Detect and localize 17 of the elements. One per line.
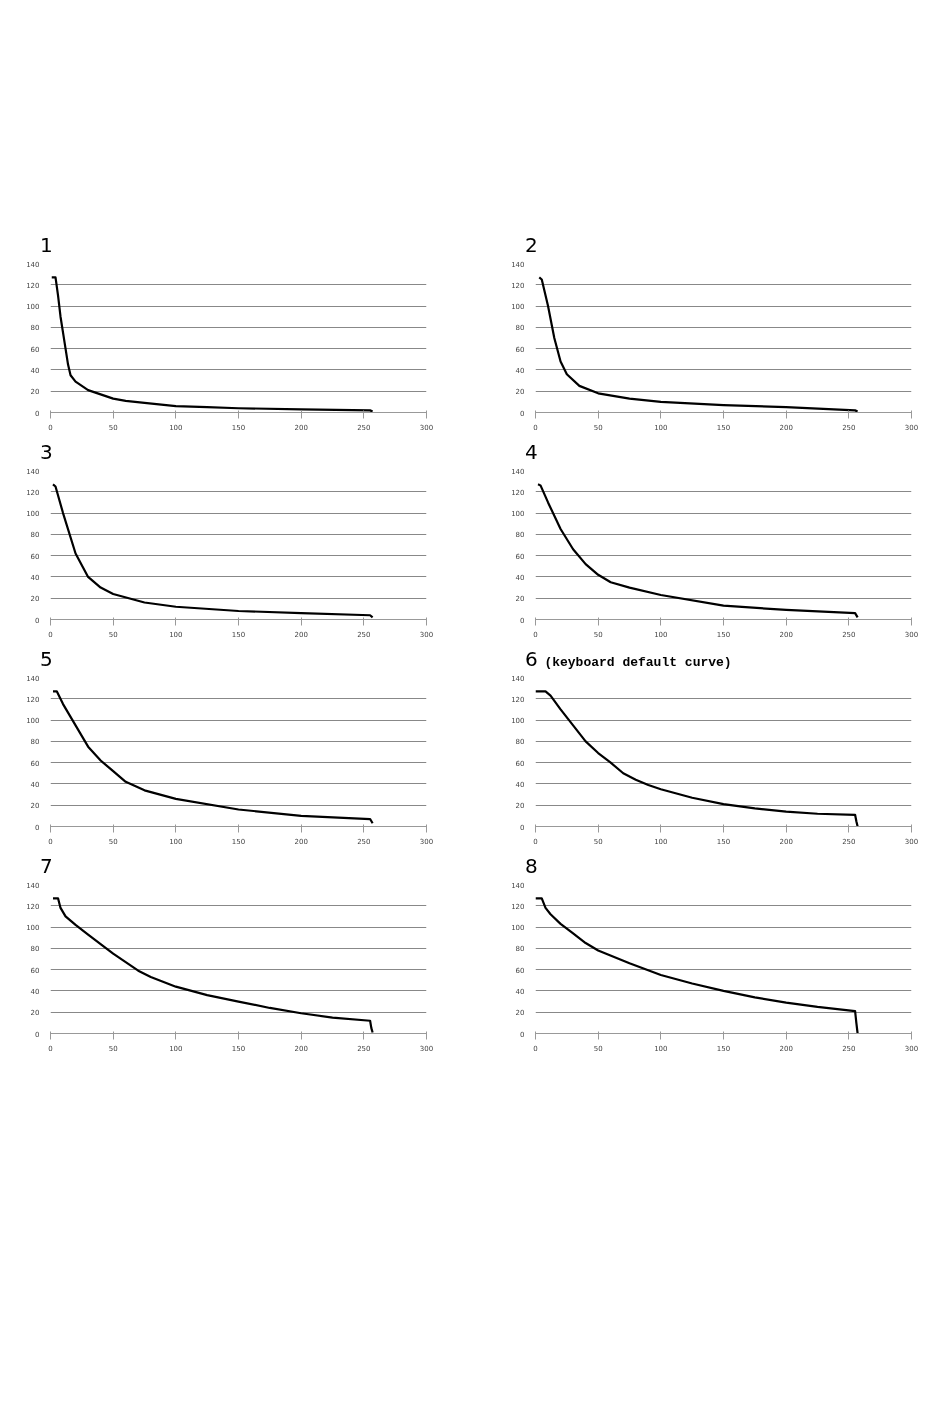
line-series bbox=[51, 897, 374, 1034]
line-series bbox=[51, 483, 374, 619]
chart-subtitle: (keyboard default curve) bbox=[544, 655, 732, 670]
line-series bbox=[536, 483, 859, 619]
line-series bbox=[51, 690, 374, 825]
chart-title: 7 bbox=[40, 854, 53, 878]
chart-title: 2 bbox=[525, 233, 538, 257]
chart-title: 1 bbox=[40, 233, 53, 257]
chart-title: 3 bbox=[40, 440, 53, 464]
line-series bbox=[535, 690, 859, 827]
chart-title: 4 bbox=[525, 440, 538, 464]
line-series bbox=[50, 276, 374, 413]
line-series bbox=[538, 276, 859, 413]
chart-title: 6 bbox=[525, 647, 538, 671]
chart-title: 8 bbox=[525, 854, 538, 878]
line-series bbox=[535, 897, 859, 1034]
chart-title: 5 bbox=[40, 647, 53, 671]
